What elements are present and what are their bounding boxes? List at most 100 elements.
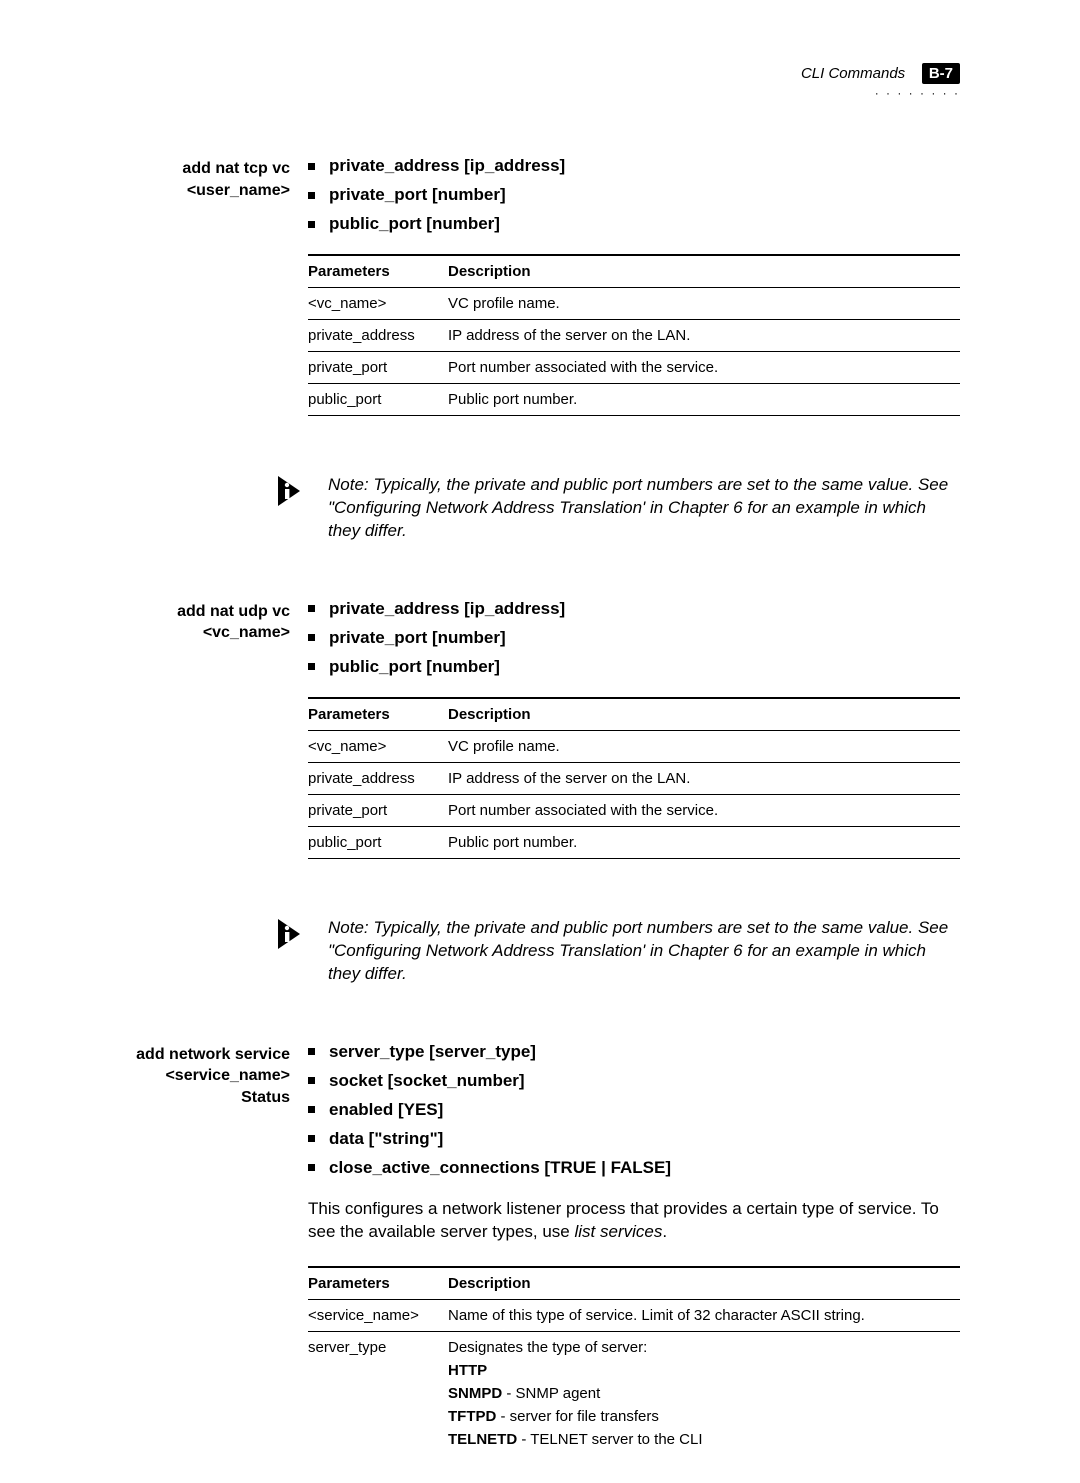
page-number: B-7 [922, 63, 960, 84]
table-row: server_type Designates the type of serve… [308, 1331, 960, 1455]
bullet-list: private_address [ip_address] private_por… [308, 599, 960, 677]
server-type-name: TELNETD [448, 1431, 517, 1448]
table-row: <vc_name>VC profile name. [308, 730, 960, 762]
cmd-label-line: <vc_name> [120, 622, 290, 644]
param-name: private_port [308, 352, 448, 384]
cmd-label-line: add network service [120, 1044, 290, 1066]
bullet-list: private_address [ip_address] private_por… [308, 156, 960, 234]
params-table: Parameters Description <vc_name>VC profi… [308, 697, 960, 859]
params-table: Parameters Description <service_name> Na… [308, 1266, 960, 1455]
list-item: enabled [YES] [308, 1100, 960, 1120]
bullet-icon [308, 663, 315, 670]
note-text: Note: Typically, the private and public … [328, 474, 960, 543]
table-row: private_addressIP address of the server … [308, 762, 960, 794]
param-desc: IP address of the server on the LAN. [448, 320, 960, 352]
cmd-add-nat-udp-vc: add nat udp vc <vc_name> private_address… [120, 599, 960, 887]
list-item: private_address [ip_address] [308, 599, 960, 619]
list-item: public_port [number] [308, 214, 960, 234]
list-item: private_address [ip_address] [308, 156, 960, 176]
th-description: Description [448, 255, 960, 288]
param-desc: Designates the type of server: HTTP SNMP… [448, 1331, 960, 1455]
list-item: public_port [number] [308, 657, 960, 677]
info-icon [278, 476, 308, 506]
list-item: private_port [number] [308, 185, 960, 205]
bullet-text: public_port [number] [329, 214, 500, 234]
param-desc: Port number associated with the service. [448, 794, 960, 826]
list-item: close_active_connections [TRUE | FALSE] [308, 1158, 960, 1178]
table-row: public_portPublic port number. [308, 826, 960, 858]
cmd-label: add network service <service_name> Statu… [120, 1042, 308, 1483]
bullet-text: socket [socket_number] [329, 1071, 525, 1091]
th-parameters: Parameters [308, 698, 448, 731]
table-row: private_portPort number associated with … [308, 352, 960, 384]
param-desc: VC profile name. [448, 288, 960, 320]
cmd-add-nat-tcp-vc: add nat tcp vc <user_name> private_addre… [120, 156, 960, 444]
param-name: private_address [308, 320, 448, 352]
cmd-label-line: <user_name> [120, 180, 290, 202]
bullet-icon [308, 634, 315, 641]
cmd-label: add nat tcp vc <user_name> [120, 156, 308, 444]
header-title: CLI Commands [801, 65, 905, 82]
bullet-text: enabled [YES] [329, 1100, 443, 1120]
cmd-label-line: add nat tcp vc [120, 158, 290, 180]
server-type-desc: - SNMP agent [502, 1385, 600, 1402]
server-type-name: TFTPD [448, 1408, 496, 1425]
cmd-label: add nat udp vc <vc_name> [120, 599, 308, 887]
th-description: Description [448, 698, 960, 731]
server-type-desc: - TELNET server to the CLI [517, 1431, 702, 1448]
bullet-icon [308, 221, 315, 228]
bullet-list: server_type [server_type] socket [socket… [308, 1042, 960, 1178]
list-item: server_type [server_type] [308, 1042, 960, 1062]
list-item: data ["string"] [308, 1129, 960, 1149]
table-row: <vc_name>VC profile name. [308, 288, 960, 320]
cmd-label-line: add nat udp vc [120, 601, 290, 623]
bullet-icon [308, 1106, 315, 1113]
cmd-add-network-service: add network service <service_name> Statu… [120, 1042, 960, 1483]
table-row: <service_name> Name of this type of serv… [308, 1299, 960, 1331]
table-row: private_portPort number associated with … [308, 794, 960, 826]
info-icon [278, 919, 308, 949]
table-row: public_portPublic port number. [308, 384, 960, 416]
bullet-icon [308, 605, 315, 612]
server-type-line: TFTPD - server for file transfers [448, 1408, 952, 1425]
param-desc: IP address of the server on the LAN. [448, 762, 960, 794]
param-name: <vc_name> [308, 730, 448, 762]
th-parameters: Parameters [308, 255, 448, 288]
param-name: private_port [308, 794, 448, 826]
param-name: public_port [308, 826, 448, 858]
bullet-icon [308, 1135, 315, 1142]
bullet-text: private_address [ip_address] [329, 156, 565, 176]
th-parameters: Parameters [308, 1267, 448, 1300]
param-desc: Public port number. [448, 384, 960, 416]
param-name: <vc_name> [308, 288, 448, 320]
list-item: socket [socket_number] [308, 1071, 960, 1091]
bullet-text: public_port [number] [329, 657, 500, 677]
server-type-line: HTTP [448, 1362, 952, 1379]
param-desc: Public port number. [448, 826, 960, 858]
params-table: Parameters Description <vc_name>VC profi… [308, 254, 960, 416]
list-item: private_port [number] [308, 628, 960, 648]
param-name: <service_name> [308, 1299, 448, 1331]
param-name: public_port [308, 384, 448, 416]
bullet-text: data ["string"] [329, 1129, 443, 1149]
bullet-icon [308, 163, 315, 170]
note-section: Note: Typically, the private and public … [120, 474, 960, 579]
bullet-text: private_address [ip_address] [329, 599, 565, 619]
server-type-desc: - server for file transfers [496, 1408, 659, 1425]
server-type-intro: Designates the type of server: [448, 1339, 952, 1356]
param-desc: Name of this type of service. Limit of 3… [448, 1299, 960, 1331]
para-end: . [662, 1222, 667, 1241]
bullet-icon [308, 1077, 315, 1084]
cmd-label-line: <service_name> Status [120, 1065, 290, 1108]
bullet-text: private_port [number] [329, 628, 506, 648]
description-paragraph: This configures a network listener proce… [308, 1198, 960, 1244]
param-desc: Port number associated with the service. [448, 352, 960, 384]
bullet-icon [308, 1048, 315, 1055]
bullet-text: close_active_connections [TRUE | FALSE] [329, 1158, 671, 1178]
table-row: private_addressIP address of the server … [308, 320, 960, 352]
bullet-text: server_type [server_type] [329, 1042, 536, 1062]
header-dots: · · · · · · · · [801, 86, 960, 100]
param-name: private_address [308, 762, 448, 794]
para-italic: list services [574, 1222, 662, 1241]
server-type-line: TELNETD - TELNET server to the CLI [448, 1431, 952, 1448]
